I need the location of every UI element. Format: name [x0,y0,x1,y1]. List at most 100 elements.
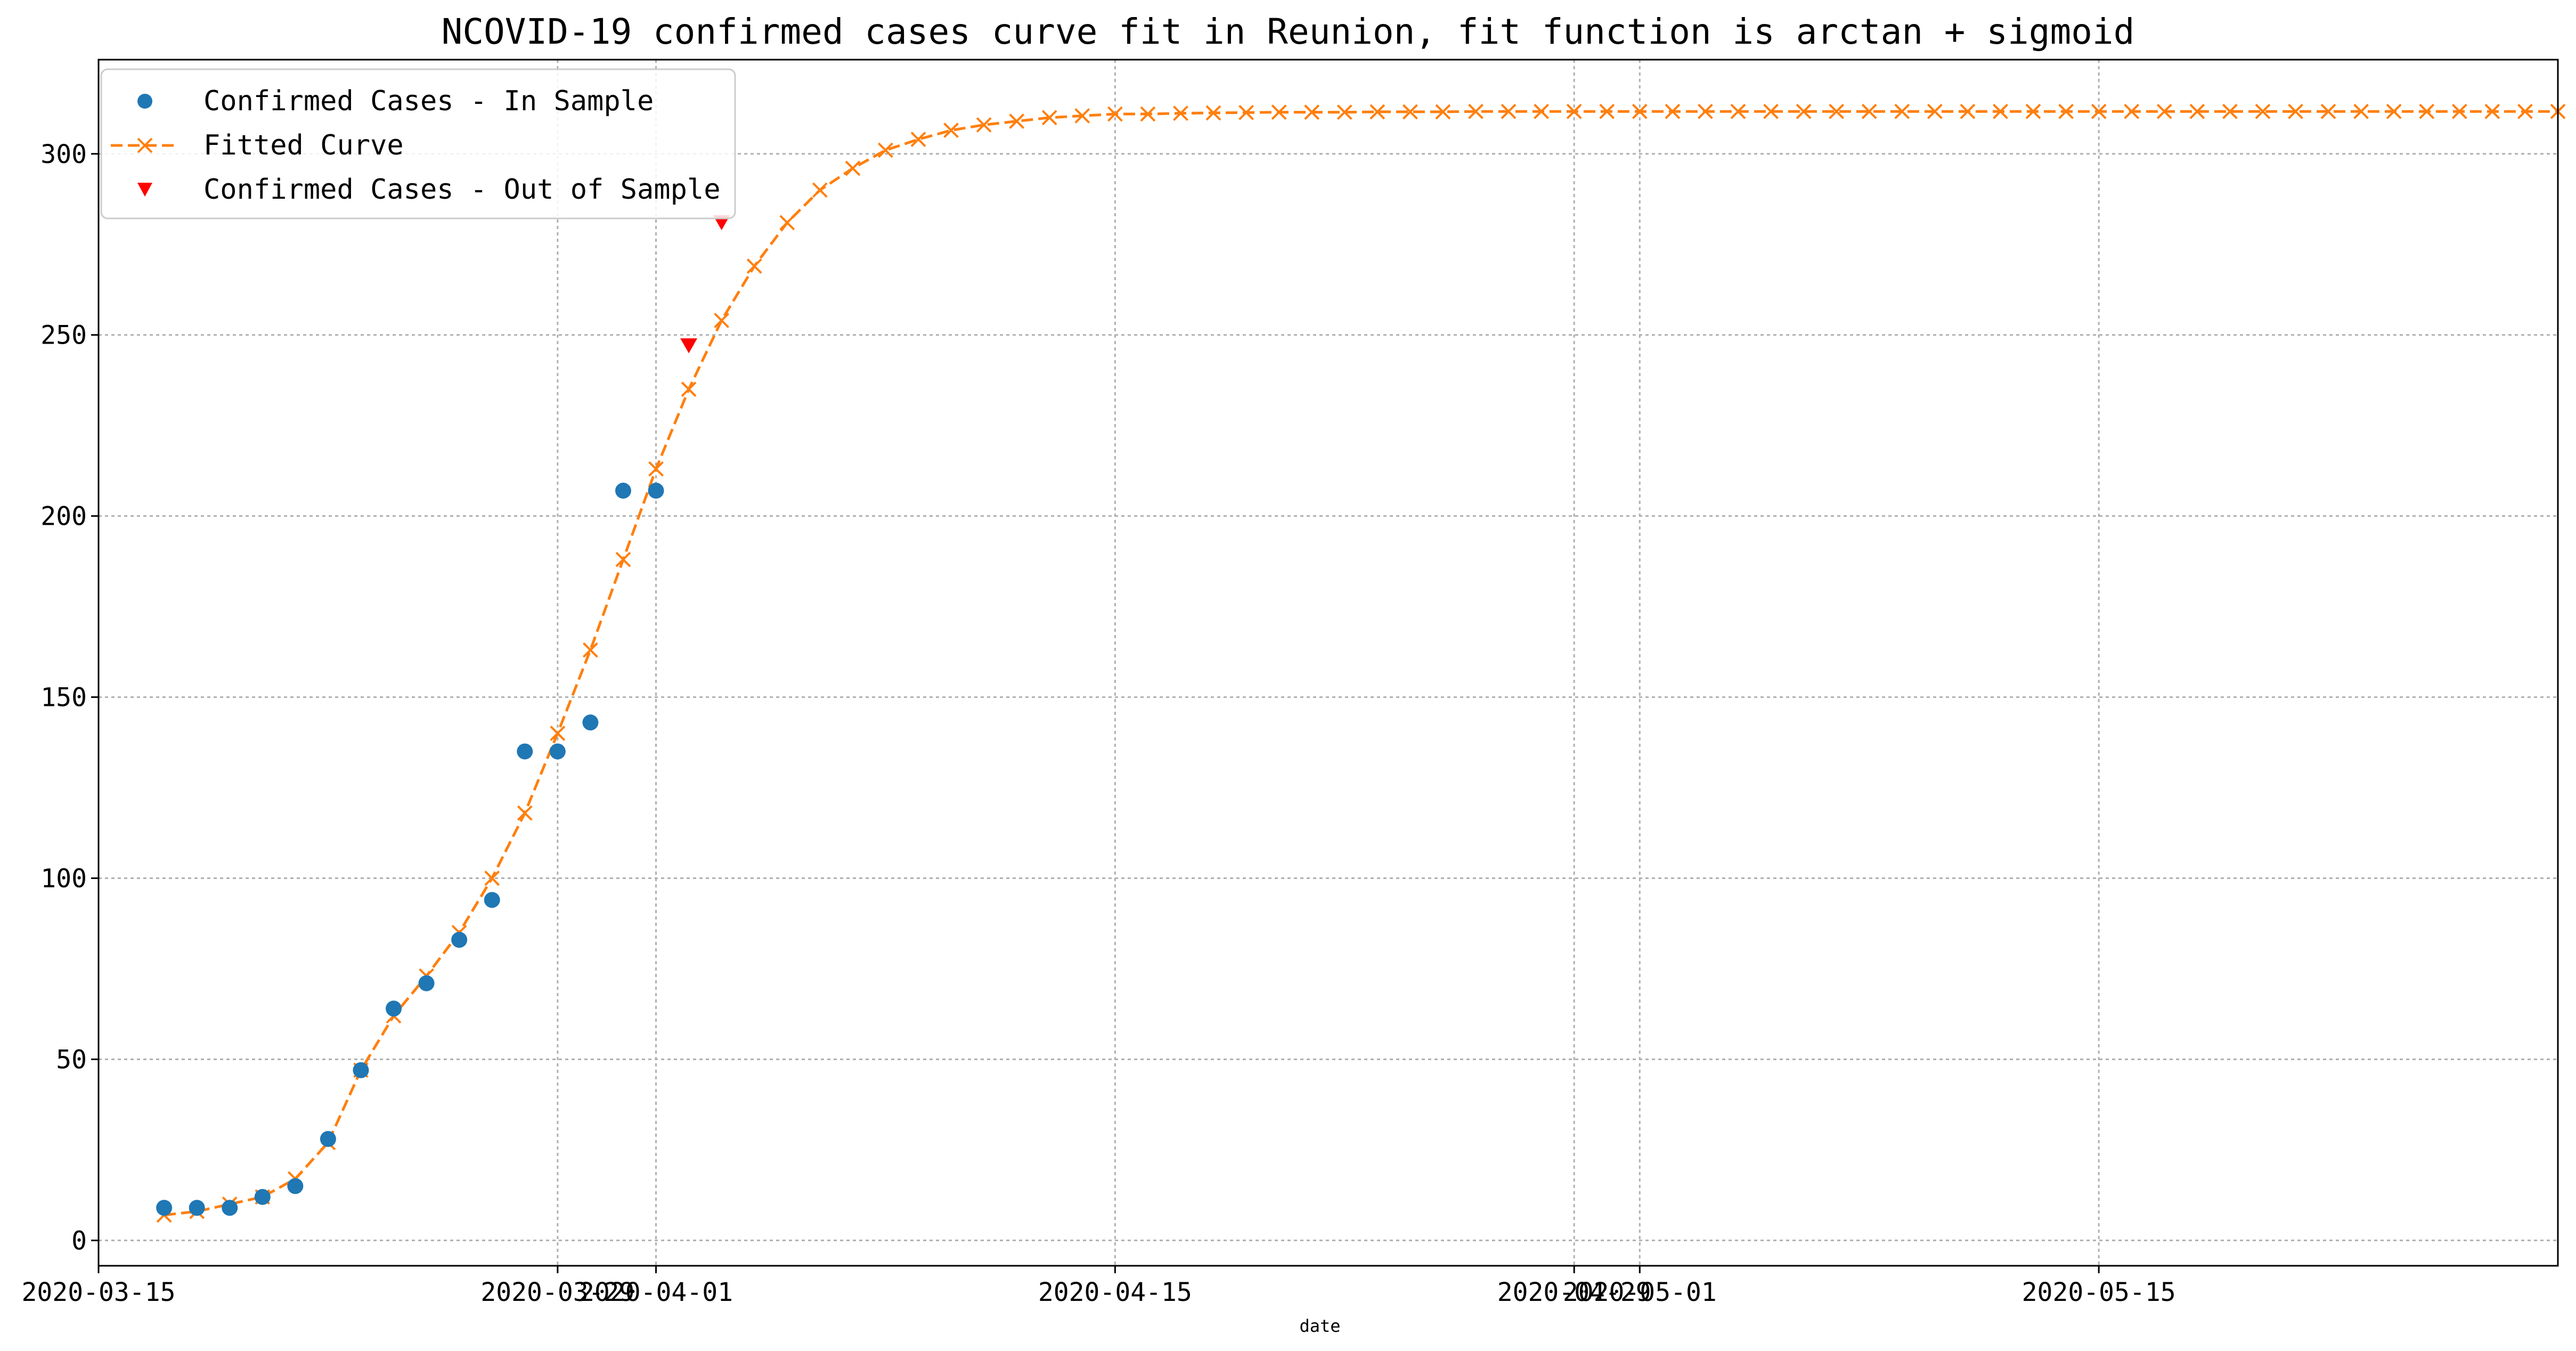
fitted-curve-marker [2419,103,2435,119]
fitted-curve-marker [1205,105,1221,121]
fitted-curve-marker [1927,103,1943,119]
fitted-curve-marker [1960,103,1976,119]
in-sample-point [615,483,631,499]
fitted-curve-marker [1336,104,1352,120]
fitted-curve-marker [1730,103,1746,119]
fitted-curve-marker [1632,103,1648,119]
in-sample-point [549,743,566,760]
fitted-curve-marker [1369,104,1385,120]
fitted-curve-marker [1861,103,1877,119]
in-sample-point [222,1200,238,1216]
grid-lines [97,60,2558,1266]
fitted-curve-line [164,110,2558,1217]
x-tick-label: 2020-05-15 [2022,1277,2176,1307]
y-tick-label: 0 [71,1226,87,1256]
x-tick-label: 2020-04-29 [1497,1277,1651,1307]
fitted-curve-marker [484,870,500,886]
in-sample-point [484,892,500,908]
y-tick-label: 300 [40,140,87,169]
in-sample-point [353,1062,369,1078]
fitted-curve-marker [615,551,631,567]
x-tick-label: 2020-04-15 [1038,1277,1192,1307]
in-sample-point [189,1200,205,1216]
fitted-curve-marker [2484,103,2500,119]
fitted-curve-marker [746,258,762,274]
fitted-curve-marker [2156,103,2172,119]
fitted-curve-marker [1566,103,1582,119]
legend-label-out-of-sample: Confirmed Cases - Out of Sample [203,174,721,206]
fitted-curve-marker [943,123,959,138]
fitted-curve-marker [845,160,861,176]
in-sample-point [648,483,664,499]
fitted-curve-marker [1501,103,1517,119]
legend-marker-out-of-sample [137,183,152,197]
fitted-curve-marker [2124,103,2140,119]
legend-label-in-sample: Confirmed Cases - In Sample [203,85,654,117]
fitted-curve-marker [1698,103,1713,119]
fitted-curve-marker [2517,103,2533,119]
fitted-curve-marker [812,182,828,198]
chart-title: NCOVID-19 confirmed cases curve fit in R… [442,11,2135,52]
in-sample-point [254,1189,271,1205]
legend-box [100,68,736,219]
fitted-curve-marker [2025,103,2041,119]
in-sample-point [320,1131,336,1147]
x-axis-label: date [1299,1316,1340,1336]
y-tick-label: 100 [40,864,87,894]
fitted-curve-marker [714,313,730,328]
out-of-sample-point [680,338,698,354]
in-sample-point [517,743,533,760]
fitted-curve-marker [1599,103,1615,119]
fitted-curve-marker [1796,103,1812,119]
fitted-curve-marker [2222,103,2238,119]
fitted-curve-marker [550,726,566,741]
fitted-curve-marker [2353,103,2369,119]
fitted-curve-marker [2386,103,2402,119]
fitted-curve-marker [1074,108,1090,124]
in-sample-point [451,932,468,948]
in-sample-point [582,714,599,731]
fitted-curve-marker [2451,103,2467,119]
fitted-curve-marker [2288,103,2303,119]
fitted-curve-marker [1009,113,1025,129]
fitted-curve-marker [878,142,893,158]
x-tick-label: 2020-05-01 [1563,1277,1717,1307]
fitted-curve-marker [2058,103,2074,119]
fitted-curve-marker [1140,106,1156,122]
y-axis: 0 50 100 150 200 250 300 [40,140,99,1256]
legend-marker-fitted-x [137,137,153,153]
y-tick-label: 200 [40,502,87,532]
y-tick-label: 50 [56,1045,87,1075]
fitted-curve-marker [2189,103,2205,119]
x-tick-label: 2020-04-01 [579,1277,733,1307]
x-tick-label: 2020-03-15 [22,1277,176,1307]
fitted-curve-marker [2320,103,2336,119]
fitted-curve-marker [1763,103,1779,119]
x-tick-label: 2020-03-29 [480,1277,634,1307]
legend: Confirmed Cases - In Sample Fitted Curve… [100,68,736,219]
in-sample-point [156,1200,173,1216]
fitted-curve-marker [582,642,598,658]
fitted-curve-marker [2255,103,2271,119]
in-sample-point [386,1000,402,1017]
fitted-curve-marker [976,117,992,133]
fitted-curve-marker [1435,104,1451,120]
fitted-curve-marker [779,215,795,231]
fitted-curve-marker [1993,103,2008,119]
fitted-curve-marker [517,805,533,821]
legend-marker-in-sample [137,94,152,109]
in-sample-point [418,975,435,991]
fitted-curve-marker [1894,103,1910,119]
fitted-curve-marker [681,381,697,397]
fitted-curve-marker [1534,103,1550,119]
y-tick-label: 150 [40,683,87,713]
fitted-curve-marker [1107,106,1123,122]
in-sample-point [287,1178,304,1194]
fitted-curve-marker [1271,104,1287,120]
fitted-curve-marker [1665,103,1681,119]
fitted-curve-marker [1402,104,1418,120]
series-layer [156,103,2566,1223]
